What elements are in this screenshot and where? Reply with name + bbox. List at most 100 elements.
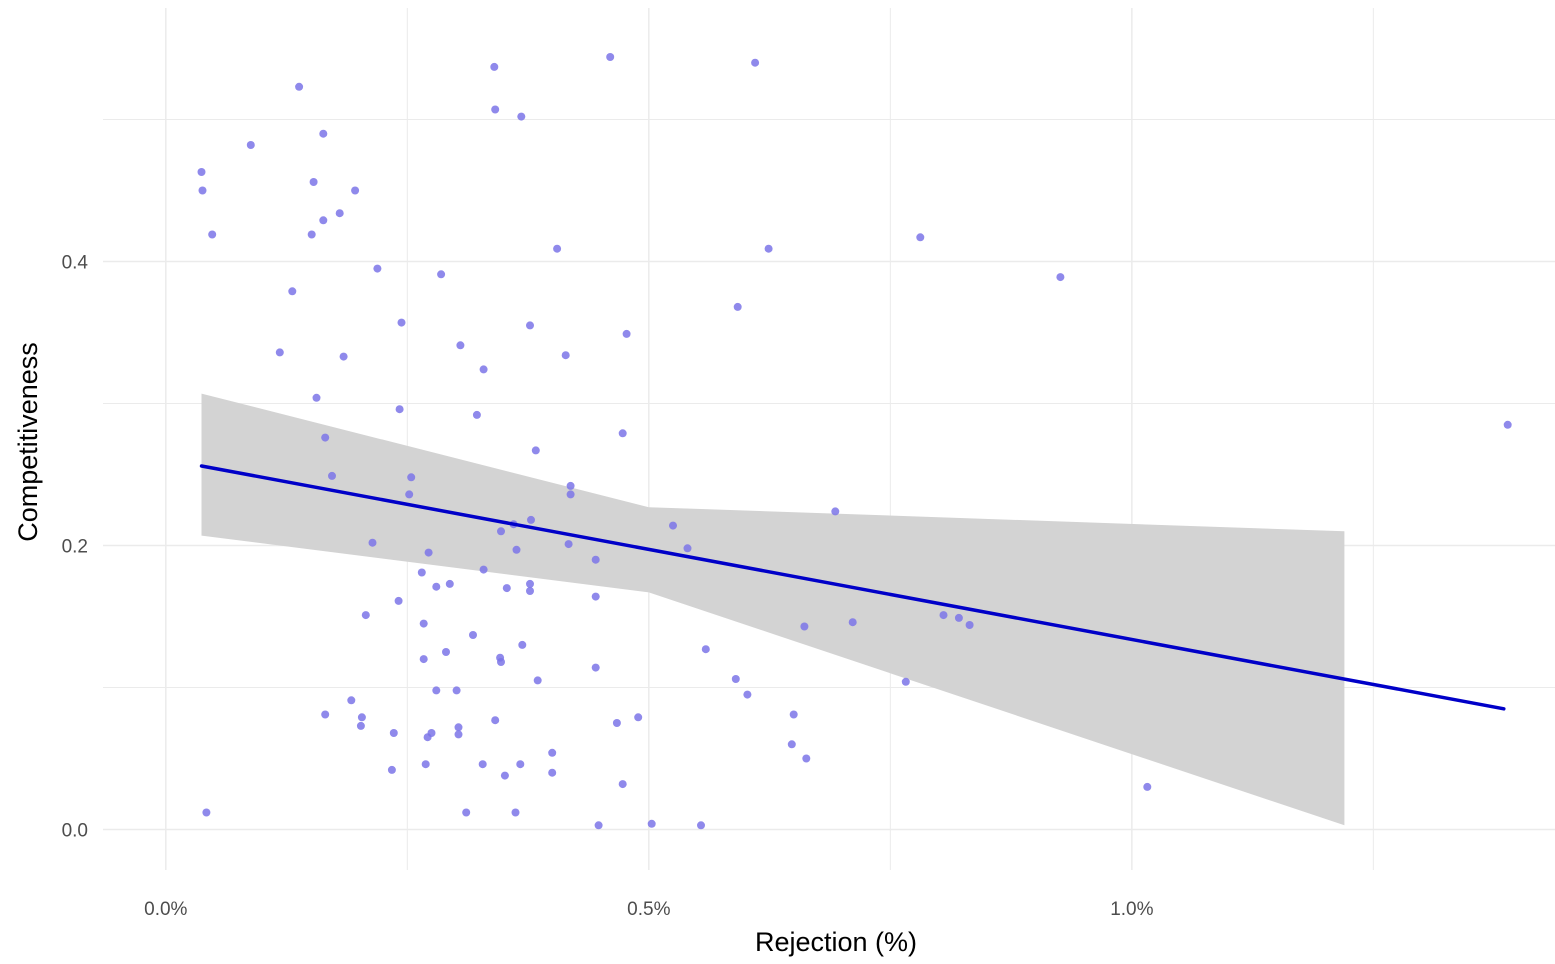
data-point [321, 433, 330, 442]
data-point [743, 690, 752, 699]
data-point [417, 568, 426, 577]
data-point [454, 723, 463, 732]
data-point [419, 655, 428, 664]
data-points [197, 53, 1512, 830]
data-point [548, 748, 557, 757]
data-point [407, 473, 416, 482]
data-point [502, 584, 511, 593]
data-point [442, 648, 450, 656]
confidence-band-area [201, 393, 1345, 826]
data-point [561, 351, 570, 360]
data-point [618, 780, 627, 789]
data-point [527, 515, 535, 524]
data-point [307, 230, 316, 239]
data-point [437, 270, 446, 279]
data-point [202, 808, 211, 817]
data-point [564, 540, 573, 549]
data-point [319, 129, 328, 138]
data-point [848, 618, 857, 627]
data-point [275, 348, 284, 357]
data-point [669, 521, 677, 530]
data-point [347, 696, 356, 705]
data-point [389, 729, 398, 737]
data-point [612, 719, 621, 727]
data-point [531, 446, 540, 455]
data-point [566, 481, 575, 490]
data-point [802, 754, 811, 763]
data-point [526, 321, 534, 330]
data-point [526, 579, 534, 588]
data-point [916, 233, 925, 242]
data-point [246, 141, 255, 149]
data-point [1143, 782, 1152, 791]
x-tick-label: 1.0% [1110, 899, 1153, 920]
data-point [395, 405, 404, 414]
data-point [335, 209, 344, 218]
data-point [427, 729, 436, 737]
data-point [452, 686, 461, 695]
data-point [445, 579, 454, 588]
data-point [954, 613, 963, 622]
data-point [351, 186, 360, 195]
data-point [965, 621, 974, 629]
data-point [526, 587, 534, 595]
data-point [309, 178, 318, 186]
data-point [497, 658, 505, 666]
data-point [462, 808, 471, 817]
data-point [472, 410, 481, 419]
data-point [512, 545, 521, 554]
data-point [764, 244, 773, 253]
data-point [939, 611, 948, 620]
data-point [288, 287, 297, 296]
x-tick-label: 0.0% [144, 899, 187, 920]
data-point [618, 429, 627, 438]
data-point [479, 365, 488, 374]
y-axis-title: Competitiveness [13, 342, 43, 542]
y-tick-labels: 0.0 0.2 0.4 [62, 252, 89, 841]
data-point [319, 216, 328, 225]
data-point [478, 760, 487, 769]
data-point [511, 808, 520, 817]
data-point [591, 663, 600, 672]
data-point [594, 821, 603, 830]
data-point [517, 112, 526, 121]
data-point [566, 490, 575, 499]
data-point [479, 565, 488, 574]
data-point [368, 538, 377, 547]
data-point [901, 677, 910, 686]
x-tick-labels: 0.0% 0.5% 1.0% [144, 899, 1153, 920]
data-point [533, 676, 542, 685]
regression-line [199, 464, 1506, 711]
data-point [432, 582, 441, 591]
data-point [208, 230, 217, 239]
data-point [454, 730, 463, 739]
x-tick-label: 0.5% [627, 899, 670, 920]
data-point [387, 765, 396, 774]
regression-line-group [199, 464, 1506, 711]
data-point [731, 675, 740, 683]
data-point [831, 507, 840, 516]
y-tick-label: 0.2 [62, 537, 88, 558]
data-point [497, 527, 505, 536]
data-point [357, 713, 366, 722]
data-point [321, 710, 330, 719]
data-point [339, 352, 348, 361]
data-point [312, 393, 321, 402]
data-point [733, 302, 742, 311]
data-point [647, 819, 656, 828]
data-point [1503, 420, 1512, 429]
data-point [432, 686, 441, 695]
data-point [591, 592, 600, 601]
data-point [591, 555, 600, 564]
data-point [1056, 273, 1065, 282]
data-point [397, 318, 406, 327]
data-point [491, 716, 500, 725]
y-tick-label: 0.0 [62, 821, 88, 842]
data-point [197, 168, 206, 176]
data-point [328, 471, 336, 480]
data-point [356, 721, 365, 730]
data-point [198, 186, 207, 195]
data-point [697, 821, 705, 830]
data-point [424, 548, 433, 557]
data-point [553, 244, 562, 253]
